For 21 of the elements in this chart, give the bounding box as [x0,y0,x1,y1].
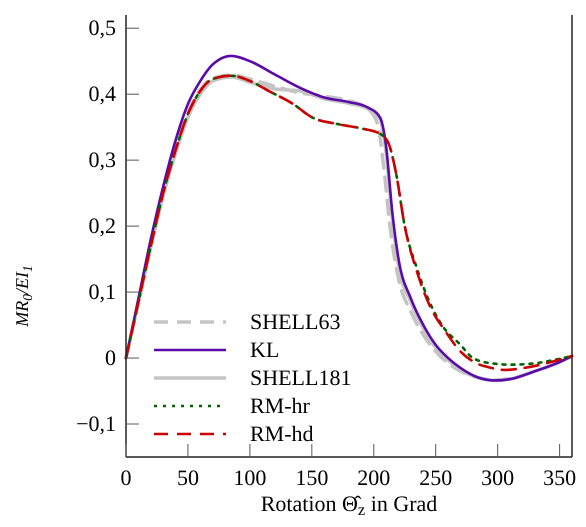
legend-label: RM-hr [250,393,311,418]
legend-label: KL [250,337,280,362]
x-tick-label: 350 [543,465,576,490]
legend-label: SHELL181 [250,365,352,390]
x-tick-label: 100 [233,465,266,490]
y-tick-label: 0,5 [88,15,116,40]
legend-label: SHELL63 [250,309,340,334]
x-tick-label: 0 [120,465,132,490]
x-tick-label: 50 [176,465,199,490]
x-tick-label: 150 [295,465,328,490]
legend-label: RM-hd [250,421,314,446]
y-tick-label: 0,3 [88,147,116,172]
y-tick-label: 0,4 [88,81,116,106]
y-tick-label: 0,2 [88,213,116,238]
y-tick-label: −0,1 [76,411,116,436]
y-tick-label: 0 [105,345,116,370]
x-tick-label: 250 [419,465,452,490]
y-tick-label: 0,1 [88,279,116,304]
x-tick-label: 200 [357,465,390,490]
x-tick-label: 300 [481,465,514,490]
x-axis-title: Rotation Θ̂$_{z}$ in Grad [260,491,438,519]
